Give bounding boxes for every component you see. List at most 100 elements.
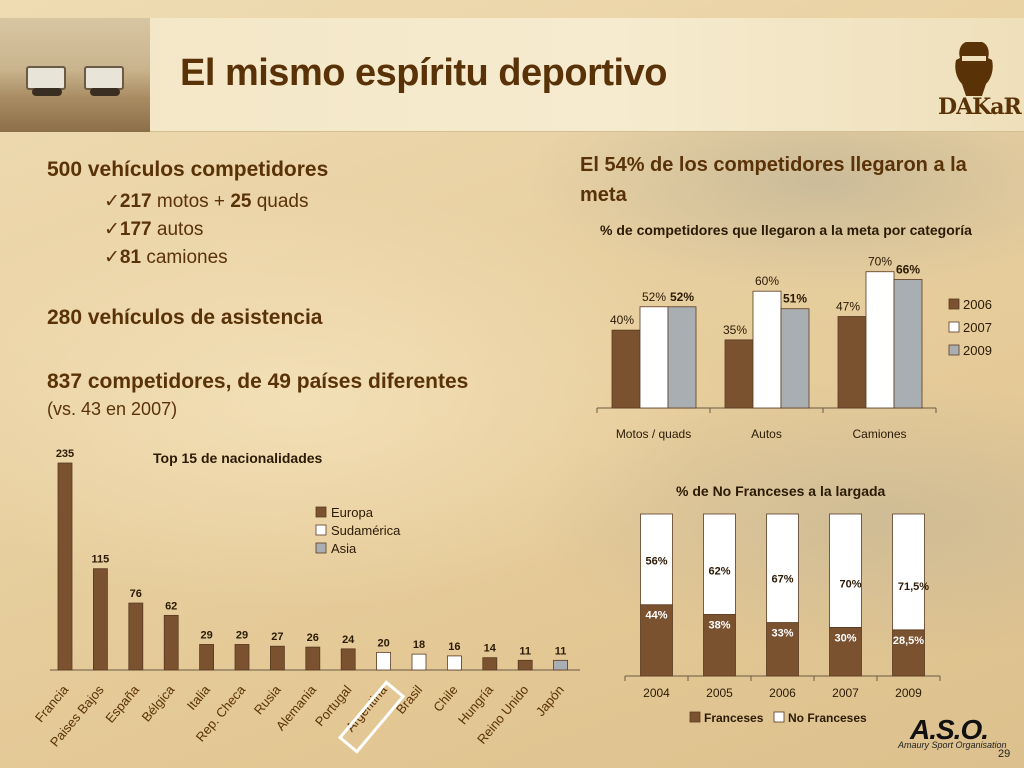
legend-label: Europa [331,505,374,520]
finish-bar [780,308,810,409]
nationality-bar [446,655,462,671]
category-tick-label: Camiones [852,427,906,441]
bar-value-label: 62 [165,600,177,612]
stacked-bar-segment [640,604,673,677]
segment-value-label: 62% [708,565,730,577]
bar-value-label: 20 [377,637,389,649]
legend-label: Asia [331,541,357,556]
bar-value-label: 51% [783,292,807,306]
nationality-bar [128,602,144,671]
bar-value-label: 47% [836,300,860,314]
header-band [0,18,1024,132]
legend-swatch [773,711,785,723]
assist-heading: 280 vehículos de asistencia [47,306,323,329]
vehicles-item: ✓217 motos + 25 quads [104,191,309,212]
year-tick-label: 2006 [769,686,796,700]
legend-swatch [689,711,701,723]
segment-value-label: 33% [771,628,793,640]
legend-label: 2006 [963,297,992,312]
nationality-bar [340,648,356,671]
bar-value-label: 29 [200,629,212,641]
bar-value-label: 14 [484,643,497,655]
vehicles-heading: 500 vehículos competidores [47,158,329,181]
aso-logo: A.S.O. [910,714,989,745]
segment-value-label: 44% [645,610,667,622]
nationality-bar [57,462,73,671]
bar-value-label: 24 [342,634,355,646]
finish-bar [639,306,669,409]
bar-value-label: 70% [868,255,892,269]
country-tick-label: Brasil [393,682,425,717]
nationalities-chart-title: Top 15 de nacionalidades [153,450,323,466]
bar-value-label: 52% [670,290,694,304]
nationality-bar [163,614,179,671]
check-icon: ✓ [104,247,120,268]
dakar-tuareg-logo-icon [955,42,993,96]
bar-value-label: 18 [413,639,425,651]
year-tick-label: 2004 [643,686,670,700]
legend-swatch [315,524,327,536]
country-tick-label: España [102,682,142,726]
finish-bar [893,279,923,409]
bar-value-label: 35% [723,323,747,337]
legend-swatch [315,542,327,554]
bar-value-label: 16 [448,641,460,653]
finish-rate-heading: El 54% de los competidores llegaron a la… [580,154,967,206]
nationality-bar [269,645,285,671]
competitors-heading: 837 competidores, de 49 países diferente… [47,370,469,393]
stacked-bar-segment [703,513,736,615]
bar-value-label: 60% [755,274,779,288]
bar-value-label: 52% [642,290,666,304]
segment-value-label: 67% [771,574,793,586]
category-tick-label: Autos [751,427,782,441]
legend-label: 2009 [963,343,992,358]
nationality-bar [517,659,533,671]
competitors-note: (vs. 43 en 2007) [47,399,178,419]
segment-value-label: 38% [708,619,730,631]
check-icon: ✓ [104,219,120,240]
nationality-bar [553,659,568,671]
segment-value-label: 28,5% [893,635,924,647]
stacked-bar-segment [766,622,799,677]
nationality-bar [305,646,321,671]
bar-value-label: 76 [130,588,142,600]
finish-bar [752,290,782,409]
finish-bar [667,306,697,409]
country-tick-label: Rusia [251,682,284,718]
stacked-bar-segment [829,513,862,628]
stacked-bar-segment [703,614,736,677]
stacked-bar-segment [892,629,925,677]
stacked-bar-segment [766,513,799,623]
year-tick-label: 2005 [706,686,733,700]
legend-swatch [948,344,960,356]
legend-label: Sudamérica [331,523,401,538]
highlight-box [337,680,406,754]
stacked-bar-segment [892,513,925,631]
legend-label: 2007 [963,320,992,335]
rally-car-image [84,66,124,96]
nationality-bar [199,644,215,671]
country-tick-label: Italia [184,682,214,713]
vehicles-item: ✓177 autos [104,219,204,240]
dakar-logo-text: DAKaR [938,94,1022,120]
finish-bar [865,271,895,409]
legend-label: No Franceses [788,711,867,725]
legend-swatch [315,506,327,518]
finish-bar [611,329,641,409]
bar-value-label: 40% [610,313,634,327]
segment-value-label: 71,5% [898,581,929,593]
segment-value-label: 56% [645,556,667,568]
year-tick-label: 2009 [895,686,922,700]
rally-cars-photo [0,18,150,132]
bar-value-label: 11 [555,645,567,657]
check-icon: ✓ [104,191,120,212]
bar-value-label: 115 [92,554,110,566]
legend-swatch [948,298,960,310]
bar-value-label: 26 [307,632,319,644]
nonfrench-chart-title: % de No Franceses a la largada [676,483,886,499]
legend-label: Franceses [704,711,764,725]
vehicles-item: ✓81 camiones [104,247,228,268]
bar-value-label: 29 [236,629,248,641]
bar-value-label: 27 [271,631,283,643]
